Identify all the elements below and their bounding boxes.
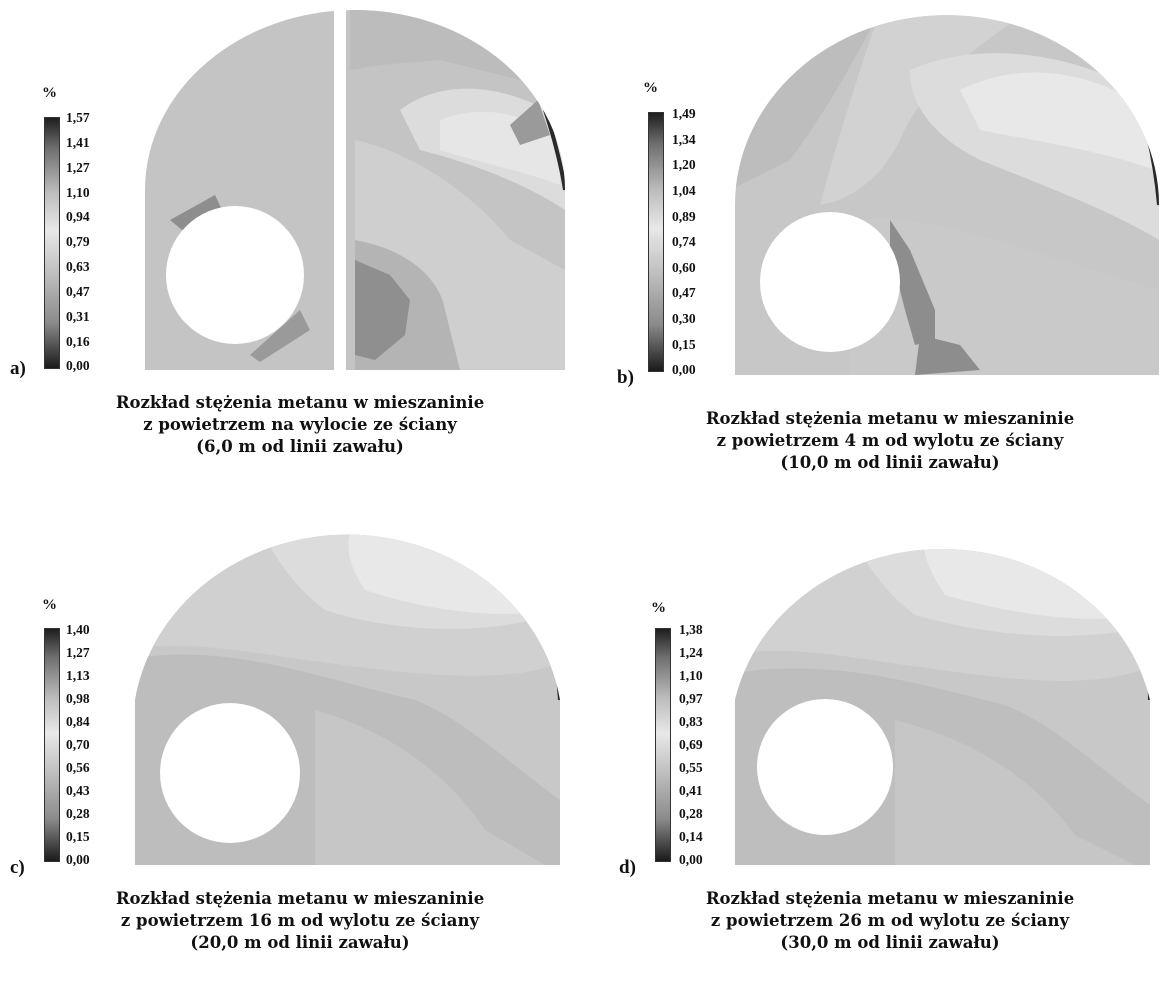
scale-tick: 0,98 bbox=[66, 691, 90, 707]
scale-tick: 0,00 bbox=[672, 362, 696, 378]
colorbar-unit: % bbox=[643, 80, 658, 96]
caption-line: z powietrzem 16 m od wylotu ze ściany bbox=[120, 911, 480, 930]
contour-band bbox=[960, 72, 1155, 170]
scale-tick: 0,97 bbox=[679, 691, 703, 707]
concentration-map bbox=[735, 548, 1150, 865]
caption-line: z powietrzem 26 m od wylotu ze ściany bbox=[710, 911, 1070, 930]
scale-tick: 0,16 bbox=[66, 333, 90, 349]
scale-tick: 1,13 bbox=[66, 668, 90, 684]
colorbar bbox=[44, 117, 60, 369]
caption-line: Rozkład stężenia metanu w mieszaninie bbox=[115, 393, 485, 412]
colorbar-scale: 1,40 1,27 1,13 0,98 0,84 0,70 0,56 0,43 … bbox=[66, 623, 90, 867]
contour-band bbox=[895, 720, 1135, 865]
scale-tick: 1,20 bbox=[672, 157, 696, 173]
scale-tick: 0,69 bbox=[679, 737, 703, 753]
scale-tick: 0,63 bbox=[66, 259, 90, 275]
ventilation-duct bbox=[760, 212, 900, 352]
scale-tick: 0,14 bbox=[679, 829, 703, 845]
concentration-map bbox=[145, 10, 565, 372]
scale-tick: 1,24 bbox=[679, 645, 703, 661]
scale-tick: 0,43 bbox=[66, 783, 90, 799]
caption-line: (6,0 m od linii zawału) bbox=[196, 437, 404, 456]
scale-tick: 0,00 bbox=[66, 852, 90, 868]
scale-tick: 0,47 bbox=[672, 285, 696, 301]
panel-label: d) bbox=[619, 857, 636, 878]
ventilation-duct bbox=[166, 206, 304, 344]
colorbar-scale: 1,57 1,41 1,27 1,10 0,94 0,79 0,63 0,47 … bbox=[66, 111, 90, 373]
scale-tick: 0,15 bbox=[672, 336, 696, 352]
contour-band bbox=[250, 310, 310, 362]
scale-tick: 1,34 bbox=[672, 131, 696, 147]
scale-tick: 0,00 bbox=[679, 852, 703, 868]
scale-tick: 0,56 bbox=[66, 760, 90, 776]
scale-tick: 0,47 bbox=[66, 283, 90, 299]
colorbar-scale: 1,49 1,34 1,20 1,04 0,89 0,74 0,60 0,47 … bbox=[672, 107, 696, 377]
section-divider bbox=[334, 10, 346, 372]
colorbar-scale: 1,38 1,24 1,10 0,97 0,83 0,69 0,55 0,41 … bbox=[679, 623, 703, 867]
caption: Rozkład stężenia metanu w mieszaninie z … bbox=[40, 888, 560, 954]
scale-tick: 0,79 bbox=[66, 234, 90, 250]
concentration-map bbox=[735, 15, 1159, 375]
contour-band bbox=[820, 15, 1030, 205]
scale-tick: 1,38 bbox=[679, 622, 703, 637]
scale-tick: 0,00 bbox=[66, 358, 90, 374]
caption-line: (30,0 m od linii zawału) bbox=[780, 933, 1000, 952]
scale-tick: 0,30 bbox=[672, 311, 696, 327]
scale-tick: 1,40 bbox=[66, 622, 90, 637]
scale-tick: 0,28 bbox=[66, 806, 90, 822]
caption-line: (10,0 m od linii zawału) bbox=[780, 453, 1000, 472]
scale-tick: 0,41 bbox=[679, 783, 703, 799]
scale-tick: 0,55 bbox=[679, 760, 703, 776]
colorbar bbox=[655, 628, 671, 862]
contour-band bbox=[890, 220, 935, 345]
colorbar-unit: % bbox=[651, 600, 666, 616]
caption-line: Rozkład stężenia metanu w mieszaninie bbox=[705, 409, 1075, 428]
scale-tick: 0,94 bbox=[66, 209, 90, 225]
contour-band bbox=[170, 195, 222, 230]
scale-tick: 0,84 bbox=[66, 714, 90, 730]
contour-band bbox=[355, 260, 410, 360]
colorbar-unit: % bbox=[42, 85, 57, 101]
caption: Rozkład stężenia metanu w mieszaninie z … bbox=[630, 888, 1150, 954]
caption-line: Rozkład stężenia metanu w mieszaninie bbox=[115, 889, 485, 908]
panel-label: a) bbox=[10, 358, 26, 379]
colorbar-unit: % bbox=[42, 597, 57, 613]
caption: Rozkład stężenia metanu w mieszaninie z … bbox=[40, 392, 560, 458]
scale-tick: 1,57 bbox=[66, 110, 90, 125]
scale-tick: 0,60 bbox=[672, 259, 696, 275]
scale-tick: 0,28 bbox=[679, 806, 703, 822]
colorbar bbox=[648, 112, 664, 372]
panel-label: b) bbox=[617, 367, 634, 388]
panel-label: c) bbox=[10, 857, 25, 878]
scale-tick: 0,83 bbox=[679, 714, 703, 730]
scale-tick: 1,27 bbox=[66, 159, 90, 175]
ventilation-duct bbox=[757, 699, 893, 835]
caption-line: z powietrzem 4 m od wylotu ze ściany bbox=[716, 431, 1064, 450]
scale-tick: 1,10 bbox=[66, 184, 90, 200]
scale-tick: 0,15 bbox=[66, 829, 90, 845]
scale-tick: 1,41 bbox=[66, 134, 90, 150]
contour-band bbox=[510, 100, 550, 145]
scale-tick: 1,10 bbox=[679, 668, 703, 684]
scale-tick: 0,31 bbox=[66, 308, 90, 324]
scale-tick: 1,49 bbox=[672, 106, 696, 121]
colorbar bbox=[44, 628, 60, 862]
scale-tick: 0,70 bbox=[66, 737, 90, 753]
scale-tick: 0,74 bbox=[672, 234, 696, 250]
scale-tick: 1,04 bbox=[672, 182, 696, 198]
contour-band bbox=[315, 710, 545, 865]
concentration-map bbox=[135, 534, 560, 865]
caption-line: z powietrzem na wylocie ze ściany bbox=[143, 415, 457, 434]
contour-band bbox=[915, 335, 980, 375]
scale-tick: 0,89 bbox=[672, 208, 696, 224]
ventilation-duct bbox=[160, 703, 300, 843]
caption: Rozkład stężenia metanu w mieszaninie z … bbox=[630, 408, 1150, 474]
caption-line: Rozkład stężenia metanu w mieszaninie bbox=[705, 889, 1075, 908]
scale-tick: 1,27 bbox=[66, 645, 90, 661]
caption-line: (20,0 m od linii zawału) bbox=[190, 933, 410, 952]
